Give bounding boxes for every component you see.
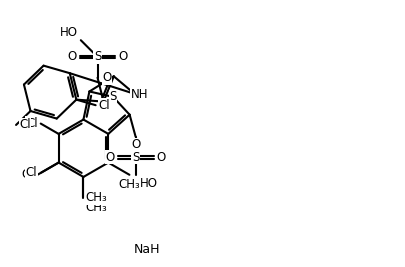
- Text: Cl: Cl: [21, 168, 33, 181]
- Text: CH₃: CH₃: [85, 201, 107, 214]
- Text: O: O: [131, 138, 140, 151]
- Text: O: O: [156, 151, 166, 164]
- Text: S: S: [109, 91, 117, 103]
- Text: O: O: [67, 50, 76, 64]
- Text: O: O: [102, 71, 111, 84]
- Text: S: S: [132, 151, 139, 164]
- Text: NH: NH: [131, 88, 148, 101]
- Text: Cl: Cl: [26, 166, 37, 179]
- Text: O: O: [118, 50, 128, 64]
- Text: CH₃: CH₃: [118, 178, 140, 191]
- Text: S: S: [94, 50, 101, 64]
- Text: O: O: [105, 151, 114, 164]
- Text: HO: HO: [139, 177, 157, 190]
- Text: HO: HO: [60, 26, 77, 39]
- Text: CH₃: CH₃: [85, 191, 107, 204]
- Text: Cl: Cl: [26, 117, 37, 130]
- Text: NaH: NaH: [134, 242, 160, 256]
- Text: Cl: Cl: [19, 119, 31, 131]
- Text: Cl: Cl: [98, 99, 110, 112]
